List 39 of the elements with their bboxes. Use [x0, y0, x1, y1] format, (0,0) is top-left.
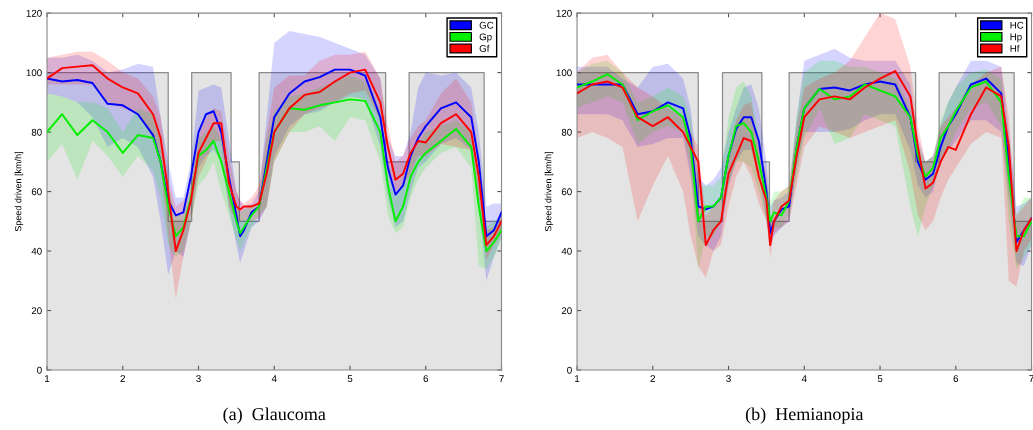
legend-label: HC: [1010, 21, 1024, 29]
legend-label: GC: [479, 21, 494, 29]
y-tick-label: 60: [31, 188, 42, 196]
y-tick-label: 0: [567, 366, 572, 374]
y-tick-label: 80: [561, 128, 572, 136]
x-tick-label: 6: [423, 375, 429, 383]
legend-label: Hp: [1010, 33, 1022, 43]
legend-label: Gf: [479, 44, 490, 52]
x-tick-label: 4: [271, 375, 277, 382]
x-tick-label: 2: [650, 375, 655, 382]
x-tick-label: 6: [953, 375, 959, 383]
y-tick-label: 120: [556, 9, 572, 17]
y-tick-label: 60: [561, 188, 572, 196]
y-tick-label: 0: [37, 366, 42, 374]
x-tick-label: 7: [499, 375, 504, 382]
x-tick-label: 3: [196, 375, 201, 383]
x-tick-label: 5: [877, 375, 883, 383]
x-tick-label: 1: [45, 375, 50, 382]
x-tick-label: 1: [575, 375, 580, 382]
y-axis-title: Speed driven [km/h]: [544, 152, 554, 232]
x-tick-label: 4: [801, 375, 807, 382]
y-tick-label: 100: [556, 69, 572, 77]
x-tick-label: 3: [726, 375, 731, 383]
y-tick-label: 40: [31, 247, 42, 255]
y-tick-label: 100: [26, 69, 42, 77]
legend-label: Hf: [1010, 44, 1020, 52]
text: (a) Glaucoma: [223, 407, 326, 424]
x-tick-label: 5: [347, 375, 353, 383]
y-tick-label: 20: [561, 307, 572, 315]
y-tick-label: 40: [561, 247, 572, 255]
text: (b) Hemianopia: [745, 407, 864, 424]
y-axis-title: Speed driven [km/h]: [14, 152, 24, 232]
y-tick-label: 80: [31, 128, 42, 136]
x-tick-label: 7: [1029, 375, 1033, 382]
x-tick-label: 2: [120, 375, 125, 382]
legend-label: Gp: [479, 33, 492, 43]
y-tick-label: 120: [26, 9, 42, 17]
y-tick-label: 20: [31, 307, 42, 315]
line-series: [47, 98, 502, 253]
